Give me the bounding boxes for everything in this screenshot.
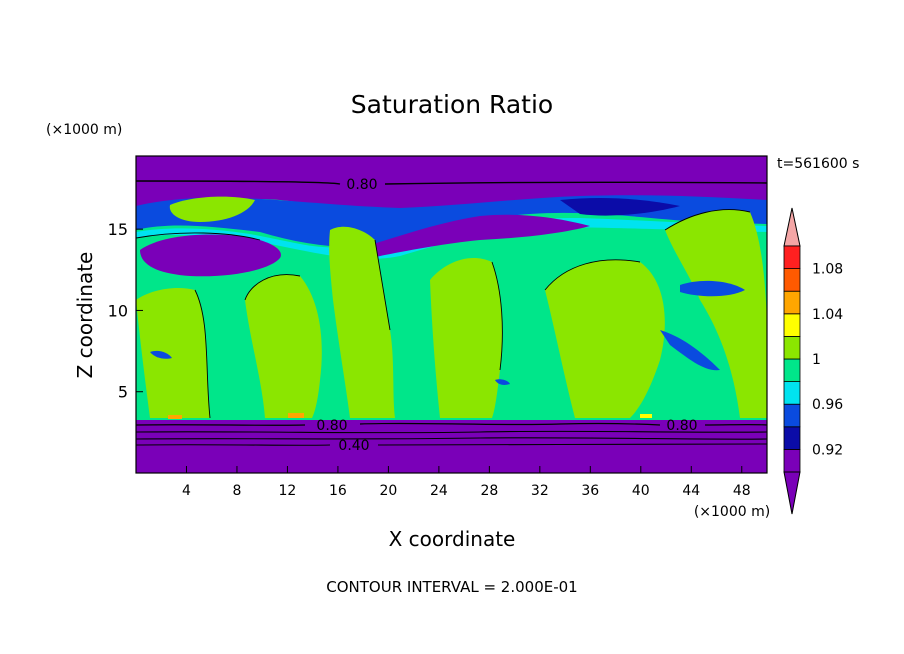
x-tick-label: 44 <box>682 483 700 499</box>
cloud-column-2 <box>245 274 322 418</box>
colorbar-swatch <box>783 313 801 337</box>
blue-patch-right <box>680 280 745 297</box>
plot-frame <box>135 155 768 474</box>
x-tick-label: 8 <box>232 483 241 499</box>
y-axis-title: Z coordinate <box>73 252 97 379</box>
x-tick-label: 16 <box>329 483 347 499</box>
blue-patch-mid <box>495 379 510 385</box>
colorbar-over-arrow <box>783 207 801 247</box>
x-tick-label: 4 <box>182 483 191 499</box>
colorbar-tick-label: 1.08 <box>812 262 843 278</box>
cloud-column-5 <box>545 259 665 418</box>
blue-patch-right-2 <box>660 330 720 371</box>
x-tick-label: 12 <box>279 483 297 499</box>
colorbar: 0.92 0.96 1 1.04 1.08 <box>783 207 843 515</box>
x-tick-label: 36 <box>581 483 599 499</box>
y-tick-label: 5 <box>118 383 128 402</box>
blue-patch-left <box>150 350 172 359</box>
contour-080-bottom <box>136 422 767 426</box>
colorbar-tick-label: 0.96 <box>812 397 843 413</box>
time-label: t=561600 s <box>777 156 859 172</box>
cloud-column-3 <box>329 226 395 418</box>
x-unit-label: (×1000 m) <box>694 504 770 520</box>
colorbar-under-arrow <box>783 471 801 515</box>
contour-interval-footer: CONTOUR INTERVAL = 2.000E-01 <box>326 578 577 596</box>
y-axis: 5 10 15 <box>108 220 143 402</box>
warm-spot-2 <box>288 413 304 418</box>
colorbar-swatch <box>783 358 801 383</box>
chart-title: Saturation Ratio <box>351 90 553 119</box>
colorbar-swatch <box>783 448 801 473</box>
x-tick-label: 40 <box>632 483 650 499</box>
cloud-column-4 <box>430 258 503 418</box>
plot-area <box>136 156 767 473</box>
x-axis: 4 8 12 16 20 24 28 32 36 40 44 48 <box>182 466 751 499</box>
boundary-dry-layer <box>136 421 767 473</box>
x-tick-label: 28 <box>480 483 498 499</box>
contour-label-left: 0.80 <box>316 418 347 434</box>
colorbar-tick-label: 0.92 <box>812 442 843 458</box>
upper-green-patch <box>169 196 255 222</box>
contour-080-top <box>136 180 767 185</box>
dry-pocket-center <box>360 214 590 258</box>
colorbar-swatch <box>783 268 801 292</box>
contour-label-top: 0.80 <box>346 177 377 193</box>
colorbar-swatch <box>783 403 801 428</box>
x-tick-label: 48 <box>733 483 751 499</box>
dry-pocket-left <box>140 234 281 277</box>
colorbar-tick-label: 1 <box>812 352 821 368</box>
y-tick-label: 15 <box>108 220 128 239</box>
colorbar-swatch <box>783 381 801 405</box>
contour-label-right: 0.80 <box>666 418 697 434</box>
contour-labels: 0.80 0.80 0.80 0.40 <box>316 177 697 454</box>
x-tick-label: 24 <box>430 483 448 499</box>
contour-050 <box>136 437 767 440</box>
warm-spot-3 <box>640 414 652 418</box>
contour-label-bottom: 0.40 <box>338 438 369 454</box>
warm-spot-1 <box>168 415 182 419</box>
contour-060 <box>136 430 767 434</box>
colorbar-swatch <box>783 245 801 270</box>
colorbar-swatch <box>783 290 801 315</box>
z-unit-label: (×1000 m) <box>46 122 122 138</box>
x-tick-label: 32 <box>531 483 549 499</box>
dry-pocket-top <box>560 198 680 216</box>
contour-column-edges <box>136 209 751 419</box>
x-axis-title: X coordinate <box>389 527 516 551</box>
x-tick-label: 20 <box>379 483 397 499</box>
y-tick-label: 10 <box>108 301 128 320</box>
cloud-column-1 <box>136 288 210 418</box>
colorbar-tick-label: 1.04 <box>812 307 843 323</box>
colorbar-swatch <box>783 426 801 450</box>
colorbar-swatch <box>783 335 801 360</box>
cloud-column-6 <box>665 209 767 418</box>
contour-040 <box>136 443 767 446</box>
